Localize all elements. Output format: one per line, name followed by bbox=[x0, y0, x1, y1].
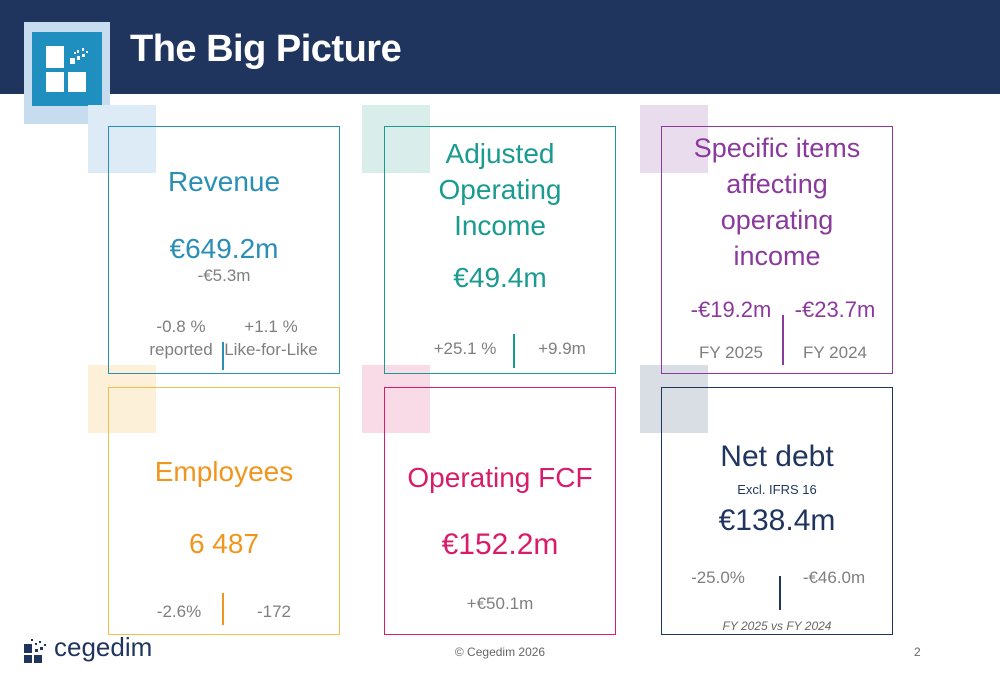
operating-fcf-card: Operating FCF €152.2m +€50.1m bbox=[384, 387, 616, 635]
revenue-value: €649.2m bbox=[169, 233, 279, 264]
specific-fy2025-value: -€19.2m bbox=[690, 297, 772, 322]
decorative-square bbox=[640, 105, 708, 173]
specific-items-card: Specific items affecting operating incom… bbox=[661, 126, 893, 374]
specific-label-line-4: income bbox=[733, 241, 821, 271]
revenue-reported-pct: -0.8 % bbox=[156, 317, 206, 336]
specific-label-line-2: affecting bbox=[726, 169, 828, 199]
revenue-lfl-pct: +1.1 % bbox=[244, 317, 298, 336]
aoi-growth-pct: +25.1 % bbox=[433, 339, 497, 358]
section-logo-icon bbox=[24, 22, 110, 124]
copyright: © Cegedim 2026 bbox=[454, 645, 546, 659]
net-debt-value: €138.4m bbox=[718, 504, 836, 537]
decorative-square bbox=[88, 365, 156, 433]
specific-divider bbox=[782, 315, 784, 365]
net-debt-label: Net debt bbox=[720, 440, 834, 473]
header-bar bbox=[0, 0, 1000, 94]
employees-divider bbox=[222, 593, 224, 625]
net-debt-growth-pct: -25.0% bbox=[691, 568, 745, 587]
net-debt-card: Net debt Excl. IFRS 16 €138.4m -25.0% -€… bbox=[661, 387, 893, 635]
specific-label-line-3: operating bbox=[720, 205, 834, 235]
decorative-square bbox=[640, 365, 708, 433]
specific-fy2025-caption: FY 2025 bbox=[699, 343, 763, 362]
specific-fy2024-value: -€23.7m bbox=[794, 297, 876, 322]
employees-growth-abs: -172 bbox=[256, 602, 292, 621]
employees-value: 6 487 bbox=[188, 528, 260, 559]
revenue-reported-caption: reported bbox=[149, 340, 213, 359]
page-title: The Big Picture bbox=[130, 28, 402, 70]
net-debt-divider bbox=[779, 576, 781, 610]
net-debt-sublabel: Excl. IFRS 16 bbox=[737, 482, 817, 497]
revenue-delta: -€5.3m bbox=[197, 266, 251, 285]
revenue-card: Revenue €649.2m -€5.3m -0.8 % reported +… bbox=[108, 126, 340, 374]
revenue-divider bbox=[222, 342, 224, 370]
aoi-value: €49.4m bbox=[453, 262, 547, 293]
aoi-divider bbox=[513, 334, 515, 368]
fcf-value: €152.2m bbox=[441, 528, 559, 561]
employees-card: Employees 6 487 -2.6% -172 bbox=[108, 387, 340, 635]
specific-label-line-1: Specific items bbox=[693, 133, 861, 163]
revenue-lfl-caption: Like-for-Like bbox=[224, 340, 318, 359]
brand-name: cegedim bbox=[54, 632, 153, 662]
aoi-label-line-2: Operating bbox=[438, 174, 562, 205]
fcf-delta: +€50.1m bbox=[466, 594, 534, 613]
aoi-label-line-3: Income bbox=[454, 210, 546, 241]
aoi-growth-abs: +9.9m bbox=[538, 339, 586, 358]
employees-label: Employees bbox=[154, 456, 294, 487]
decorative-square bbox=[88, 105, 156, 173]
specific-fy2024-caption: FY 2024 bbox=[803, 343, 867, 362]
fcf-label: Operating FCF bbox=[407, 462, 593, 493]
net-debt-growth-abs: -€46.0m bbox=[802, 568, 866, 587]
aoi-label-line-1: Adjusted bbox=[445, 138, 555, 169]
aoi-card: Adjusted Operating Income €49.4m +25.1 %… bbox=[384, 126, 616, 374]
net-debt-period-caption: FY 2025 vs FY 2024 bbox=[722, 619, 832, 633]
employees-growth-pct: -2.6% bbox=[156, 602, 202, 621]
revenue-label: Revenue bbox=[167, 166, 281, 197]
cegedim-logo-icon bbox=[24, 639, 46, 663]
page-number: 2 bbox=[914, 645, 921, 659]
decorative-square bbox=[362, 105, 430, 173]
decorative-square bbox=[362, 365, 430, 433]
